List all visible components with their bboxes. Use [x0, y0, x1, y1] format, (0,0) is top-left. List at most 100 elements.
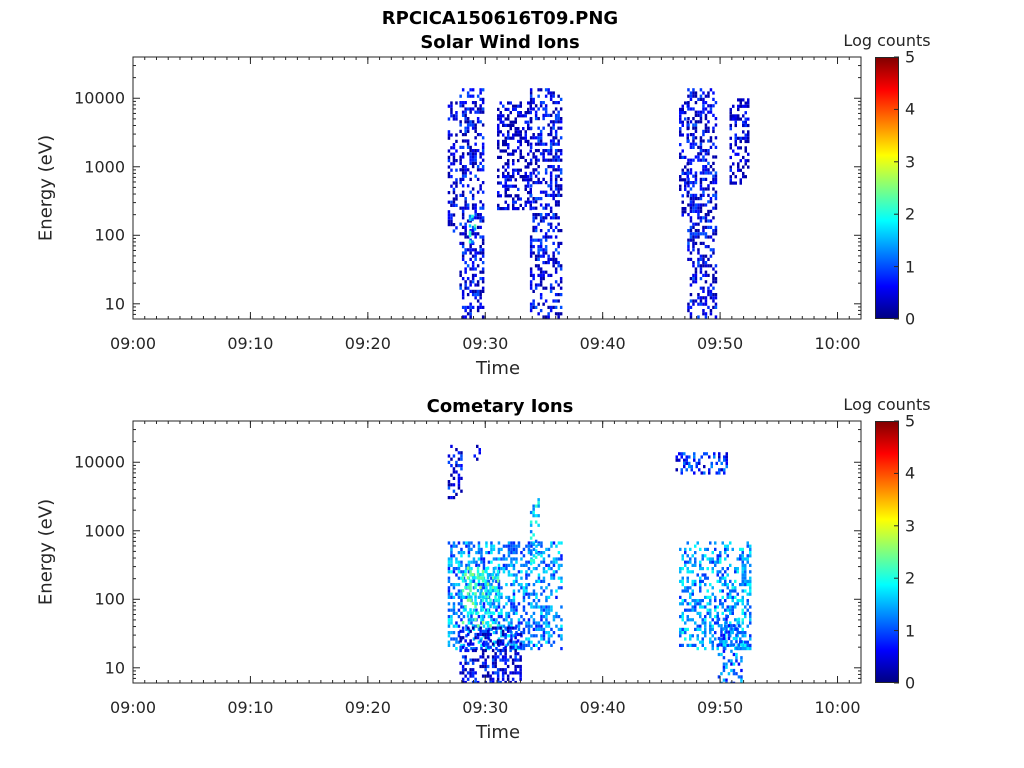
spectrogram-cell [471, 232, 475, 236]
spectrogram-cell [460, 554, 463, 558]
spectrogram-cell [549, 152, 553, 156]
spectrogram-cell [507, 152, 510, 156]
spectrogram-cell [537, 149, 540, 153]
spectrogram-cell [707, 126, 710, 130]
spectrogram-cell [466, 614, 470, 618]
spectrogram-cell [549, 177, 553, 181]
spectrogram-cell [484, 632, 487, 637]
spectrogram-cell [462, 570, 466, 574]
spectrogram-cell [547, 608, 551, 612]
spectrogram-cell [486, 608, 490, 612]
spectrogram-cell [725, 461, 728, 465]
spectrogram-cell [557, 158, 560, 162]
spectrogram-cell [542, 579, 546, 583]
spectrogram-cell [447, 104, 451, 108]
spectrogram-cell [485, 544, 488, 548]
spectrogram-cell [457, 541, 461, 545]
spectrogram-cell [711, 643, 714, 647]
spectrogram-cell [481, 152, 485, 156]
spectrogram-cell [729, 168, 732, 172]
spectrogram-cell [542, 576, 546, 580]
spectrogram-cell [709, 197, 713, 201]
spectrogram-cell [486, 645, 490, 649]
spectrogram-cell [539, 277, 543, 281]
spectrogram-cell [481, 608, 485, 612]
spectrogram-cell [529, 145, 533, 149]
spectrogram-cell [474, 680, 477, 683]
spectrogram-cell [689, 133, 693, 137]
spectrogram-cell [457, 486, 461, 490]
spectrogram-cell [711, 560, 714, 564]
spectrogram-cell [474, 251, 477, 255]
spectrogram-cell [709, 640, 712, 644]
spectrogram-cell [500, 624, 503, 628]
spectrogram-cell [539, 152, 543, 156]
spectrogram-cell [679, 570, 682, 574]
spectrogram-cell [681, 207, 684, 211]
spectrogram-cell [507, 634, 511, 638]
spectrogram-cell [741, 621, 744, 625]
spectrogram-cell [557, 264, 560, 268]
spectrogram-cell [529, 520, 533, 524]
spectrogram-cell [729, 127, 732, 131]
spectrogram-cell [462, 605, 466, 609]
spectrogram-cell [547, 261, 550, 265]
spectrogram-cell [484, 636, 487, 640]
spectrogram-cell [497, 127, 500, 131]
spectrogram-cell [699, 216, 703, 220]
spectrogram-cell [537, 181, 540, 185]
spectrogram-cell [482, 563, 486, 567]
spectrogram-cell [481, 595, 485, 599]
spectrogram-cell [529, 203, 532, 207]
spectrogram-cell [540, 554, 543, 558]
spectrogram-cell [729, 117, 732, 121]
spectrogram-cell [545, 640, 548, 644]
spectrogram-cell [484, 668, 487, 672]
spectrogram-cell [452, 570, 456, 574]
spectrogram-cell [732, 149, 735, 153]
spectrogram-cell [542, 589, 546, 593]
spectrogram-cell [741, 560, 744, 564]
spectrogram-cell [544, 270, 548, 274]
spectrogram-cell [469, 305, 472, 309]
spectrogram-cell [744, 634, 747, 638]
spectrogram-cell [517, 187, 520, 191]
spectrogram-cell [686, 618, 689, 622]
spectrogram-cell [481, 573, 485, 577]
spectrogram-cell [450, 101, 453, 105]
spectrogram-cell [524, 139, 527, 143]
spectrogram-cell [504, 168, 507, 172]
spectrogram-cell [497, 168, 500, 172]
spectrogram-cell [704, 299, 708, 303]
spectrogram-cell [490, 615, 493, 619]
spectrogram-cell [496, 680, 500, 683]
spectrogram-cell [517, 104, 520, 108]
spectrogram-cell [500, 547, 503, 551]
spectrogram-cell [686, 579, 689, 583]
spectrogram-cell [727, 636, 731, 641]
spectrogram-cell [524, 159, 527, 163]
spectrogram-cell [557, 551, 561, 555]
spectrogram-cell [714, 225, 718, 229]
spectrogram-cell [554, 187, 558, 191]
spectrogram-cell [469, 582, 472, 586]
spectrogram-cell [452, 197, 456, 201]
spectrogram-cell [704, 296, 708, 300]
spectrogram-cell [529, 562, 533, 566]
spectrogram-cell [729, 146, 732, 150]
spectrogram-cell [495, 586, 498, 590]
spectrogram-cell [477, 640, 481, 644]
spectrogram-cell [489, 674, 492, 678]
spectrogram-cell [714, 293, 718, 297]
spectrogram-cell [737, 675, 741, 679]
spectrogram-cell [464, 569, 467, 573]
spectrogram-cell [468, 214, 472, 218]
spectrogram-cell [714, 206, 718, 210]
spectrogram-cell [514, 680, 517, 683]
spectrogram-cell [679, 634, 682, 638]
spectrogram-cell [522, 631, 526, 635]
spectrogram-cell [749, 576, 752, 580]
spectrogram-cell [530, 570, 533, 574]
spectrogram-cell [734, 136, 737, 140]
spectrogram-cell [499, 181, 502, 185]
